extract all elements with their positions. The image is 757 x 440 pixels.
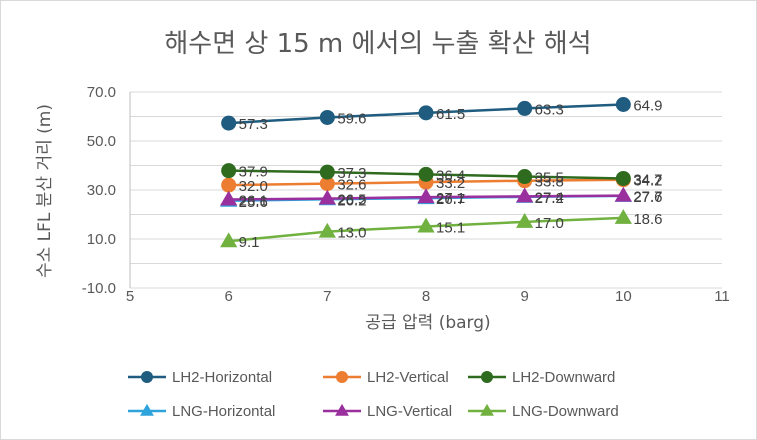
data-label-lh2-horizontal: 59.6 [337, 110, 366, 127]
data-label-lh2-downward: 34.7 [633, 171, 662, 188]
data-label-lh2-vertical: 33.8 [535, 174, 564, 191]
x-tick-label: 7 [323, 288, 331, 305]
chart-title: 해수면 상 15 m 에서의 누출 확산 해석 [164, 29, 591, 59]
data-label-lh2-horizontal: 63.3 [535, 101, 564, 118]
legend-item-lh2-vertical: LH2-Vertical [323, 369, 449, 386]
data-label-lng-downward: 17.0 [535, 215, 564, 232]
point-lh2-horizontal [517, 100, 533, 116]
y-tick-label: 30.0 [87, 182, 116, 199]
series-group [220, 96, 632, 248]
gridlines [130, 91, 722, 289]
data-label-lng-downward: 15.1 [436, 220, 465, 237]
series-lh2-horizontal [221, 96, 631, 131]
y-tick-label: 70.0 [87, 84, 116, 101]
point-lh2-horizontal [221, 115, 237, 131]
legend-label: LNG-Vertical [367, 403, 452, 420]
tick-labels: -10.0 10.0 30.0 50.0 70.0 5 6 7 8 9 10 11 [82, 84, 730, 305]
legend-label: LH2-Horizontal [172, 369, 272, 386]
point-lng-vertical [614, 186, 632, 202]
point-lng-downward [614, 209, 632, 224]
point-lng-vertical [318, 189, 336, 205]
data-label-lng-vertical: 27.1 [436, 190, 465, 207]
data-label-lh2-downward: 35.5 [535, 170, 564, 187]
x-tick-label: 8 [422, 288, 430, 305]
point-lng-vertical [220, 190, 238, 206]
legend-marker [480, 403, 494, 416]
data-label-lh2-horizontal: 57.3 [239, 116, 268, 133]
data-label-lng-vertical: 26.1 [239, 193, 268, 210]
series-lng-downward [220, 209, 632, 248]
point-lng-vertical [417, 188, 435, 204]
point-lng-downward [220, 232, 238, 248]
data-label-lng-horizontal: 27.6 [633, 189, 662, 206]
legend-item-lh2-downward: LH2-Downward [468, 369, 615, 386]
data-label-lh2-vertical: 32.6 [337, 177, 366, 194]
data-label-lh2-vertical: 34.2 [633, 173, 662, 190]
data-label-lh2-horizontal: 61.5 [436, 106, 465, 123]
point-lh2-downward [615, 170, 631, 186]
data-label-lh2-downward: 37.3 [337, 165, 366, 182]
x-tick-label: 11 [714, 288, 730, 305]
point-lh2-downward [418, 166, 434, 182]
legend-label: LH2-Downward [512, 369, 615, 386]
legend-marker [140, 403, 154, 416]
y-tick-label: 50.0 [87, 133, 116, 150]
data-label-lng-horizontal: 27.2 [535, 190, 564, 207]
point-lh2-horizontal [319, 109, 335, 125]
point-lh2-downward [221, 163, 237, 179]
point-lng-downward [516, 213, 534, 228]
data-label-lng-horizontal: 26.2 [337, 192, 366, 209]
data-label-lng-vertical: 27.4 [535, 189, 564, 206]
y-tick-label: 10.0 [87, 231, 116, 248]
data-label-lh2-vertical: 32.0 [239, 178, 268, 195]
legend-item-lng-vertical: LNG-Vertical [323, 403, 452, 420]
data-label-lh2-vertical: 33.2 [436, 175, 465, 192]
x-axis-title: 공급 압력 (barg) [365, 313, 490, 333]
series-lng-vertical [220, 186, 632, 206]
data-label-lh2-downward: 37.9 [239, 164, 268, 181]
legend-item-lng-downward: LNG-Downward [468, 403, 619, 420]
point-lh2-horizontal [418, 105, 434, 121]
point-lh2-horizontal [615, 96, 631, 112]
y-tick-label: -10.0 [82, 280, 116, 297]
data-label-lng-downward: 13.0 [337, 225, 366, 242]
point-lh2-downward [319, 164, 335, 180]
point-lh2-vertical [221, 177, 237, 193]
data-label-lng-horizontal: 25.6 [239, 194, 268, 211]
data-label-lng-downward: 9.1 [239, 234, 260, 251]
data-label-lng-horizontal: 26.7 [436, 191, 465, 208]
legend-marker [335, 403, 349, 416]
x-tick-label: 5 [126, 288, 134, 305]
legend-item-lh2-horizontal: LH2-Horizontal [128, 369, 272, 386]
point-lh2-vertical [319, 176, 335, 192]
legend-label: LH2-Vertical [367, 369, 449, 386]
legend-marker [336, 371, 348, 383]
data-label-lng-vertical: 27.7 [633, 189, 662, 206]
series-lh2-downward [221, 163, 631, 186]
legend-marker [141, 371, 153, 383]
legend-marker [481, 371, 493, 383]
data-label-lng-vertical: 26.5 [337, 192, 366, 209]
data-label-lng-downward: 18.6 [633, 211, 662, 228]
legend-item-lng-horizontal: LNG-Horizontal [128, 403, 275, 420]
x-tick-label: 9 [520, 288, 528, 305]
legend-label: LNG-Horizontal [172, 403, 275, 420]
point-lng-downward [417, 217, 435, 233]
point-lng-downward [318, 222, 336, 238]
x-tick-label: 10 [615, 288, 632, 305]
legend: LH2-Horizontal LH2-Vertical LH2-Downward LN… [128, 369, 619, 420]
point-lng-vertical [516, 187, 534, 203]
data-label-lh2-horizontal: 64.9 [633, 97, 662, 114]
point-lh2-downward [517, 169, 533, 185]
y-axis-title: 수소 LFL 분산 거리 (m) [35, 104, 55, 278]
legend-label: LNG-Downward [512, 403, 619, 420]
data-labels: 57.3 59.6 61.5 63.3 64.9 32.0 32.6 33.2 33.8 34.2… [239, 97, 663, 251]
x-tick-label: 6 [224, 288, 232, 305]
data-label-lh2-downward: 36.4 [436, 167, 465, 184]
